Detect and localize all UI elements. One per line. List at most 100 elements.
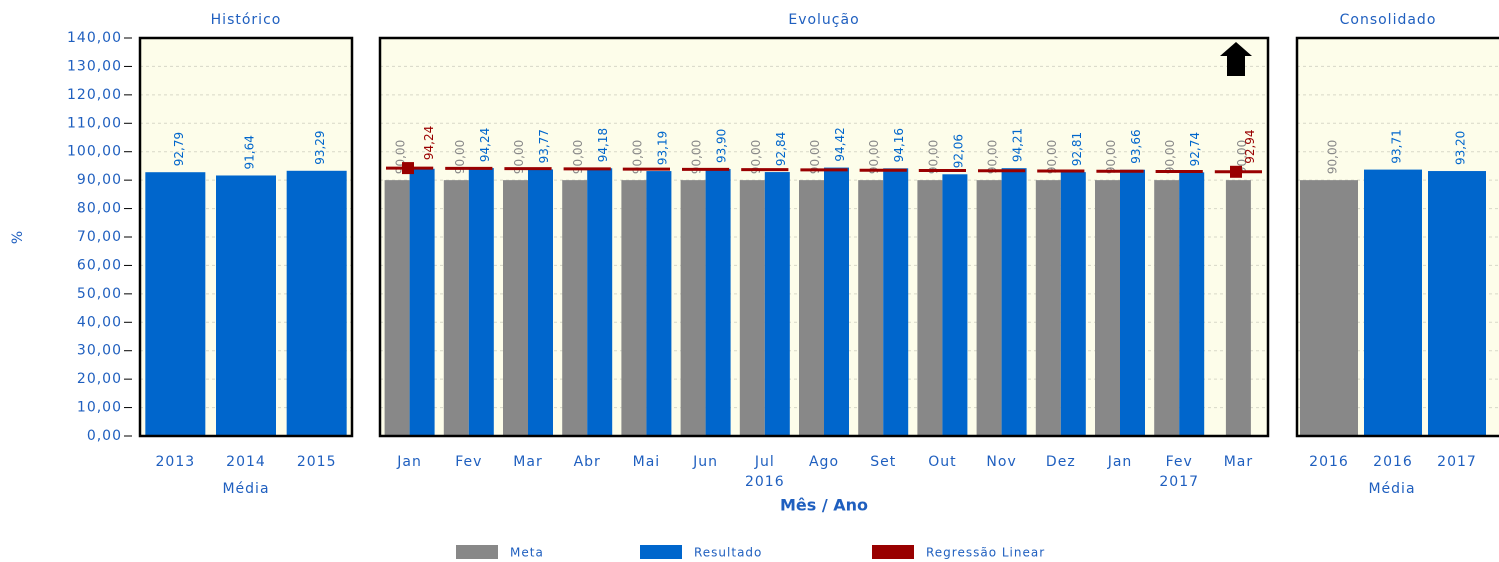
value-label: 90,00 (808, 140, 822, 174)
bar (384, 180, 410, 436)
value-label: 94,18 (596, 128, 610, 162)
bar (587, 168, 613, 437)
y-tick-label: 50,00 (77, 286, 122, 302)
y-tick-label: 120,00 (67, 87, 122, 103)
up-arrow (1220, 42, 1252, 76)
y-tick-label: 30,00 (77, 343, 122, 359)
value-label: 90,00 (1104, 140, 1118, 174)
value-label: 93,29 (313, 130, 327, 164)
legend-swatch (640, 545, 682, 559)
x-tick-label: Mar (1224, 454, 1253, 470)
x-axis-label: Média (222, 481, 269, 497)
x-tick-label: Nov (986, 454, 1016, 470)
x-tick-label: 2017 (1437, 454, 1477, 470)
bar (1225, 180, 1251, 436)
panel-title: Consolidado (1340, 12, 1437, 28)
value-label: 90,00 (1045, 140, 1059, 174)
bar (1035, 180, 1061, 436)
bar (680, 180, 706, 436)
y-axis-label: % (10, 230, 26, 244)
value-label: 93,71 (1390, 129, 1404, 163)
bar (705, 169, 731, 436)
y-tick-label: 140,00 (67, 30, 122, 46)
x-tick-label: Out (928, 454, 956, 470)
regression-point (402, 162, 414, 175)
x-tick-label: Fev (455, 454, 482, 470)
panel-title: Histórico (211, 12, 282, 28)
legend-label: Resultado (694, 546, 762, 560)
value-label: 90,00 (749, 140, 763, 174)
bar (503, 180, 528, 436)
y-tick-label: 20,00 (77, 371, 122, 387)
x-axis-label: Mês / Ano (780, 496, 868, 515)
value-label: 93,77 (537, 129, 551, 163)
value-label: 93,90 (715, 129, 729, 163)
panel-border (138, 36, 354, 438)
value-label: 90,00 (926, 140, 940, 174)
bar (799, 180, 824, 436)
value-label: 90,00 (1235, 140, 1249, 174)
value-label: 91,64 (243, 135, 257, 169)
bar (528, 169, 553, 436)
bar (1300, 180, 1358, 436)
bar (286, 170, 347, 436)
bar (883, 168, 909, 436)
x-tick-label: Jun (692, 454, 718, 470)
value-label: 94,42 (833, 127, 847, 161)
bar (1120, 169, 1145, 436)
value-label: 94,21 (1011, 128, 1025, 162)
legend-label: Meta (510, 546, 544, 560)
legend-swatch (456, 545, 498, 559)
value-label: 90,00 (571, 140, 585, 174)
x-tick-label: Mai (633, 454, 661, 470)
value-label: 90,00 (453, 140, 467, 174)
x-tick-label: Abr (574, 454, 601, 470)
bar (468, 168, 494, 436)
bar (824, 167, 849, 436)
bar (621, 180, 647, 436)
regression-point (1230, 165, 1242, 178)
value-label: 90,00 (690, 140, 704, 174)
value-label: 90,00 (630, 140, 644, 174)
y-tick-label: 90,00 (77, 172, 122, 188)
bar (942, 174, 968, 437)
y-tick-label: 40,00 (77, 314, 122, 330)
x-tick-label: Ago (809, 454, 839, 470)
value-label: 92,06 (951, 134, 965, 168)
bar (1179, 172, 1205, 436)
panel-border (378, 36, 1270, 438)
value-label: 94,16 (892, 128, 906, 162)
x-tick-label: Fev (1166, 454, 1193, 470)
y-tick-label: 110,00 (67, 115, 122, 131)
x-tick-label: Set (870, 454, 896, 470)
value-label: 90,00 (1163, 140, 1177, 174)
y-tick-label: 60,00 (77, 257, 122, 273)
bar (562, 180, 588, 436)
bar (1154, 180, 1180, 436)
panel-title: Evolução (788, 12, 859, 28)
value-label: 92,74 (1188, 132, 1202, 166)
bar (1428, 171, 1486, 436)
y-tick-label: 100,00 (67, 144, 122, 160)
x-tick-label: 2016 (1373, 454, 1413, 470)
legend-swatch (872, 545, 914, 559)
x-tick-label: Dez (1046, 454, 1076, 470)
value-label: 93,66 (1129, 129, 1143, 163)
legend-label: Regressão Linear (926, 546, 1045, 560)
value-label: 92,81 (1070, 132, 1084, 166)
value-label: 93,20 (1454, 131, 1468, 165)
x-tick-label: Jul (754, 454, 775, 470)
x-tick-label: 2014 (226, 454, 266, 470)
bar (917, 180, 943, 436)
bar (646, 171, 672, 436)
year-label: 2016 (745, 474, 785, 490)
y-tick-label: 80,00 (77, 201, 122, 217)
x-tick-label: Jan (1107, 454, 1133, 470)
panel-border (1295, 36, 1499, 438)
y-tick-label: 70,00 (77, 229, 122, 245)
bar (976, 180, 1002, 436)
x-tick-label: 2013 (156, 454, 196, 470)
y-tick-label: 0,00 (87, 428, 122, 444)
value-label: 93,19 (655, 131, 669, 165)
